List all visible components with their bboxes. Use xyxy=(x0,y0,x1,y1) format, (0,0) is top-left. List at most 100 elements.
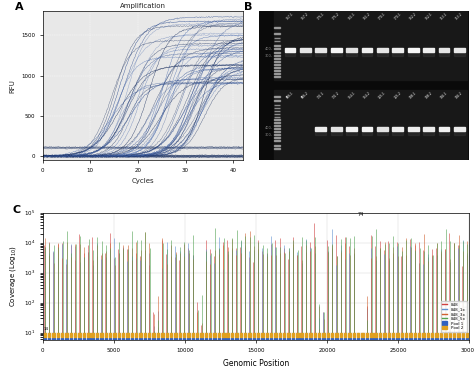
Bar xyxy=(405,338,407,340)
Bar xyxy=(153,338,155,340)
Bar xyxy=(414,332,416,337)
Bar xyxy=(274,338,277,340)
Bar xyxy=(127,338,129,340)
Bar xyxy=(408,131,419,135)
Bar xyxy=(457,332,460,337)
Bar xyxy=(105,332,107,337)
Bar xyxy=(462,332,464,337)
Bar xyxy=(113,332,116,337)
Bar xyxy=(331,48,342,52)
Bar xyxy=(274,131,280,132)
Bar xyxy=(239,338,242,340)
X-axis label: Genomic Position: Genomic Position xyxy=(223,359,289,368)
Bar xyxy=(423,127,434,131)
Bar xyxy=(261,332,264,337)
Bar xyxy=(448,332,451,337)
Bar xyxy=(401,338,403,340)
Bar xyxy=(453,338,455,340)
Bar xyxy=(261,338,264,340)
Bar xyxy=(344,338,346,340)
Bar xyxy=(274,73,280,74)
Bar xyxy=(274,48,280,49)
Bar xyxy=(244,338,246,340)
Bar xyxy=(431,332,434,337)
Bar xyxy=(396,332,399,337)
Y-axis label: RFU: RFU xyxy=(9,79,16,93)
Bar xyxy=(65,332,68,337)
Bar xyxy=(122,332,124,337)
Bar xyxy=(362,127,373,131)
Bar xyxy=(401,332,403,337)
Bar xyxy=(383,332,385,337)
Bar xyxy=(454,127,465,131)
Bar xyxy=(127,332,129,337)
Bar xyxy=(209,332,211,337)
Bar xyxy=(422,332,425,337)
Text: PBS-2: PBS-2 xyxy=(301,91,310,100)
Bar xyxy=(274,332,277,337)
Text: 113-2: 113-2 xyxy=(455,12,464,21)
Bar xyxy=(283,332,285,337)
Text: 154-1: 154-1 xyxy=(347,91,356,100)
Text: B: B xyxy=(245,2,253,12)
Bar xyxy=(408,127,419,131)
Bar xyxy=(408,48,419,52)
Bar xyxy=(191,338,194,340)
Bar xyxy=(44,338,46,340)
Bar xyxy=(423,52,434,56)
Bar xyxy=(231,332,233,337)
Bar xyxy=(153,332,155,337)
Bar xyxy=(453,332,455,337)
Bar xyxy=(253,332,255,337)
Bar xyxy=(444,338,447,340)
Bar xyxy=(283,338,285,340)
Bar xyxy=(410,338,412,340)
Legend: 848, 848_1x, 848_3x, 848_5x, Pool 1, Pool 2: 848, 848_1x, 848_3x, 848_5x, Pool 1, Poo… xyxy=(440,301,467,332)
Bar xyxy=(265,332,268,337)
Bar xyxy=(377,48,388,52)
Bar xyxy=(100,332,102,337)
Bar xyxy=(74,338,76,340)
Bar xyxy=(348,338,351,340)
Bar xyxy=(274,70,280,71)
Bar xyxy=(438,131,449,135)
Bar xyxy=(305,338,307,340)
Bar xyxy=(438,127,449,131)
Bar xyxy=(370,332,373,337)
Bar xyxy=(218,338,220,340)
Bar xyxy=(357,338,359,340)
Text: 300-: 300- xyxy=(265,54,273,58)
Bar xyxy=(118,332,120,337)
Bar xyxy=(405,332,407,337)
Bar xyxy=(383,338,385,340)
Bar xyxy=(109,338,111,340)
Bar xyxy=(318,338,320,340)
Bar xyxy=(165,332,168,337)
Bar xyxy=(157,332,159,337)
Text: C: C xyxy=(13,205,21,215)
Bar xyxy=(322,332,325,337)
Bar xyxy=(392,332,394,337)
Bar xyxy=(315,131,326,135)
Bar xyxy=(139,338,142,340)
Bar xyxy=(392,127,403,131)
Bar xyxy=(274,37,280,39)
Bar xyxy=(205,332,207,337)
Bar xyxy=(213,338,216,340)
Bar xyxy=(105,338,107,340)
Bar xyxy=(83,338,85,340)
Text: 400-: 400- xyxy=(265,47,273,51)
Bar xyxy=(344,332,346,337)
Bar xyxy=(374,332,377,337)
Bar xyxy=(296,338,299,340)
Bar xyxy=(327,332,329,337)
Bar xyxy=(274,61,280,62)
Text: 29,903: 29,903 xyxy=(465,304,468,318)
Title: Amplification: Amplification xyxy=(120,3,166,9)
Bar xyxy=(265,338,268,340)
Bar xyxy=(74,332,76,337)
Bar xyxy=(410,332,412,337)
Bar xyxy=(183,332,185,337)
Bar xyxy=(274,140,280,141)
Bar xyxy=(196,332,199,337)
